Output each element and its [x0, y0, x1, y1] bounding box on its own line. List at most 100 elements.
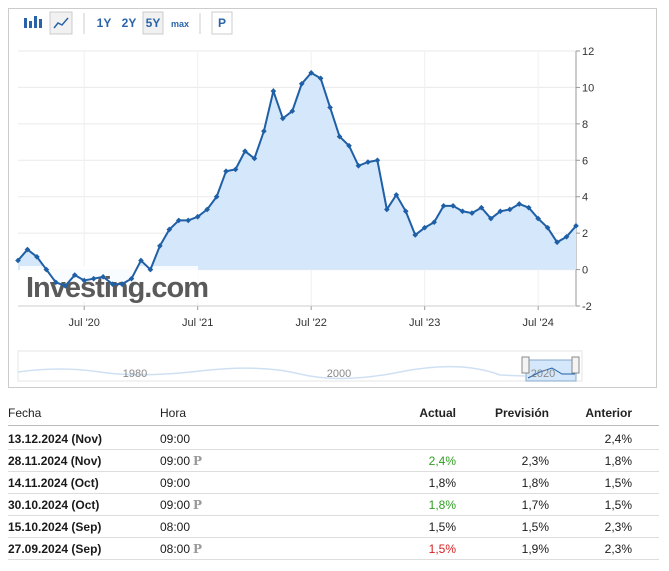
fecha-cell: 27.09.2024 (Sep)	[8, 542, 102, 556]
actual-cell: 1,5%	[428, 520, 456, 534]
marker	[317, 75, 324, 82]
fecha-cell: 14.11.2024 (Oct)	[8, 476, 99, 490]
y-tick-label: 2	[582, 228, 588, 240]
prevision-cell: 1,5%	[521, 520, 549, 534]
marker	[327, 104, 333, 111]
hora-cell: 09:00	[160, 476, 191, 490]
marker	[157, 243, 163, 249]
marker	[62, 283, 69, 289]
anterior-cell: 1,5%	[604, 498, 632, 512]
column-header: Anterior	[585, 406, 632, 420]
hora-cell: 09:00	[160, 432, 191, 446]
marker	[336, 133, 343, 140]
prevision-cell: 1,8%	[521, 476, 549, 490]
range-button[interactable]: max	[171, 19, 189, 29]
y-tick-label: 6	[582, 155, 588, 167]
marker	[261, 128, 267, 134]
marker	[166, 226, 173, 233]
y-tick-label: 0	[582, 265, 588, 277]
marker	[573, 223, 579, 229]
range-button[interactable]: 2Y	[122, 16, 137, 30]
y-tick-label: 4	[582, 192, 588, 204]
header-row: Fecha Hora Actual Previsión Anterior	[8, 401, 659, 426]
navigator-line	[17, 365, 526, 380]
y-tick-label: 8	[582, 119, 588, 131]
table-row: 13.12.2024 (Nov) 09:00 2,4%	[8, 427, 659, 450]
marker	[109, 281, 116, 287]
marker	[421, 224, 428, 231]
y-tick-label: -2	[582, 301, 592, 313]
marker	[374, 157, 381, 164]
range-button[interactable]: 5Y	[146, 16, 161, 30]
marker	[90, 275, 97, 282]
marker	[365, 159, 371, 165]
marker	[402, 208, 409, 215]
marker	[279, 115, 286, 122]
marker	[516, 201, 523, 207]
bar-icon[interactable]	[24, 16, 42, 28]
marker	[478, 204, 485, 211]
preliminary-icon: P	[193, 454, 203, 468]
x-tick-label: Jul '20	[68, 317, 99, 329]
prevision-cell: 2,3%	[521, 454, 549, 468]
navigator-handle[interactable]	[521, 356, 530, 374]
navigator-label: 2000	[327, 368, 351, 380]
marker	[506, 206, 513, 213]
prevision-cell: 1,9%	[521, 542, 549, 556]
fecha-cell: 30.10.2024 (Oct)	[8, 498, 100, 512]
marker	[554, 239, 560, 246]
watermark: Investing.com	[26, 272, 208, 304]
table-row: 14.11.2024 (Oct) 09:00 1,8% 1,8% 1,5%	[8, 471, 659, 494]
navigator[interactable]	[17, 350, 583, 382]
hora-cell: 09:00 P	[160, 454, 203, 468]
marker	[440, 202, 447, 209]
marker	[213, 193, 220, 200]
marker	[298, 80, 305, 87]
hora-cell: 09:00 P	[160, 498, 203, 512]
marker	[71, 272, 78, 278]
marker	[289, 108, 296, 114]
table-row: 15.10.2024 (Sep) 08:00 1,5% 1,5% 2,3%	[8, 515, 659, 538]
marker	[488, 215, 494, 222]
anterior-cell: 2,4%	[604, 432, 632, 446]
navigator-label: 1980	[123, 368, 147, 380]
range-button[interactable]: P	[218, 16, 226, 30]
marker	[459, 208, 466, 215]
button-box[interactable]	[211, 11, 233, 35]
marker	[242, 148, 248, 155]
actual-cell: 1,8%	[428, 476, 456, 490]
marker	[24, 246, 31, 253]
table-row: 27.09.2024 (Sep) 08:00 P 1,5% 1,9% 2,3%	[8, 537, 659, 560]
line-icon	[53, 17, 69, 29]
marker	[81, 277, 88, 284]
anterior-cell: 2,3%	[604, 520, 632, 534]
marker	[355, 162, 362, 169]
marker	[119, 281, 125, 287]
line-icon-box[interactable]	[49, 11, 73, 35]
prevision-cell: 1,7%	[521, 498, 549, 512]
navigator-label: 2020	[531, 368, 555, 380]
marker	[412, 232, 419, 238]
chart-frame	[8, 8, 657, 388]
x-tick-label: Jul '21	[182, 317, 213, 329]
marker	[147, 266, 154, 273]
chart: 1Y 2Y 5Y max P -2 0 2 4 6 8 10 12 Jul '20 Jul '21 Jul …	[15, 11, 594, 382]
marker	[128, 275, 135, 282]
marker	[563, 233, 570, 240]
x-tick-label: Jul '24	[522, 317, 553, 329]
actual-cell: 1,8%	[428, 498, 456, 512]
range-button[interactable]: 1Y	[97, 16, 112, 30]
navigator-handle[interactable]	[571, 356, 580, 374]
actual-cell: 2,4%	[428, 454, 456, 468]
marker	[450, 202, 456, 209]
marker	[497, 208, 504, 215]
hora-cell: 08:00	[160, 520, 191, 534]
marker	[308, 70, 315, 76]
table-row: 28.11.2024 (Nov) 09:00 P 2,4% 2,3% 1,8%	[8, 449, 659, 472]
x-tick-label: Jul '22	[295, 317, 326, 329]
marker	[194, 213, 201, 220]
marker	[469, 210, 475, 216]
button-box[interactable]	[142, 11, 164, 35]
column-header: Fecha	[8, 406, 42, 420]
